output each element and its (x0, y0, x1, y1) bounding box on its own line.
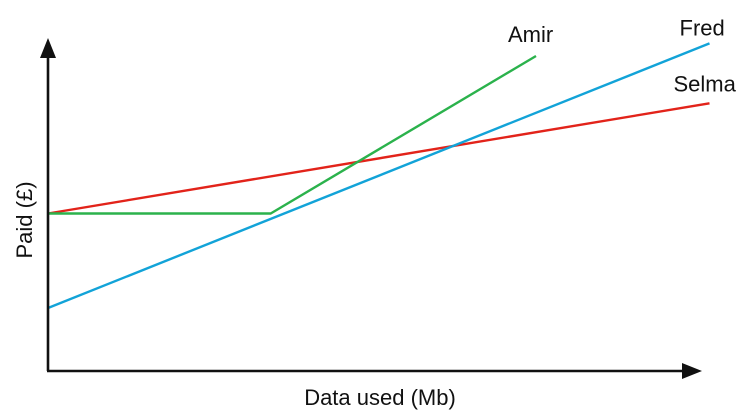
series-line-fred (47, 42, 710, 310)
x-axis-arrow-icon (682, 363, 702, 379)
series-line-selma (47, 102, 710, 215)
y-axis-title: Paid (£) (12, 181, 37, 258)
x-axis-title: Data used (Mb) (304, 385, 456, 410)
series-label-fred: Fred (680, 15, 725, 40)
series-labels: Amir Fred Selma (508, 15, 737, 96)
series-lines (47, 42, 710, 310)
series-label-selma: Selma (674, 71, 737, 96)
series-label-amir: Amir (508, 22, 553, 47)
axes (40, 38, 702, 379)
y-axis-arrow-icon (40, 38, 56, 58)
series-line-amir (48, 54, 537, 215)
